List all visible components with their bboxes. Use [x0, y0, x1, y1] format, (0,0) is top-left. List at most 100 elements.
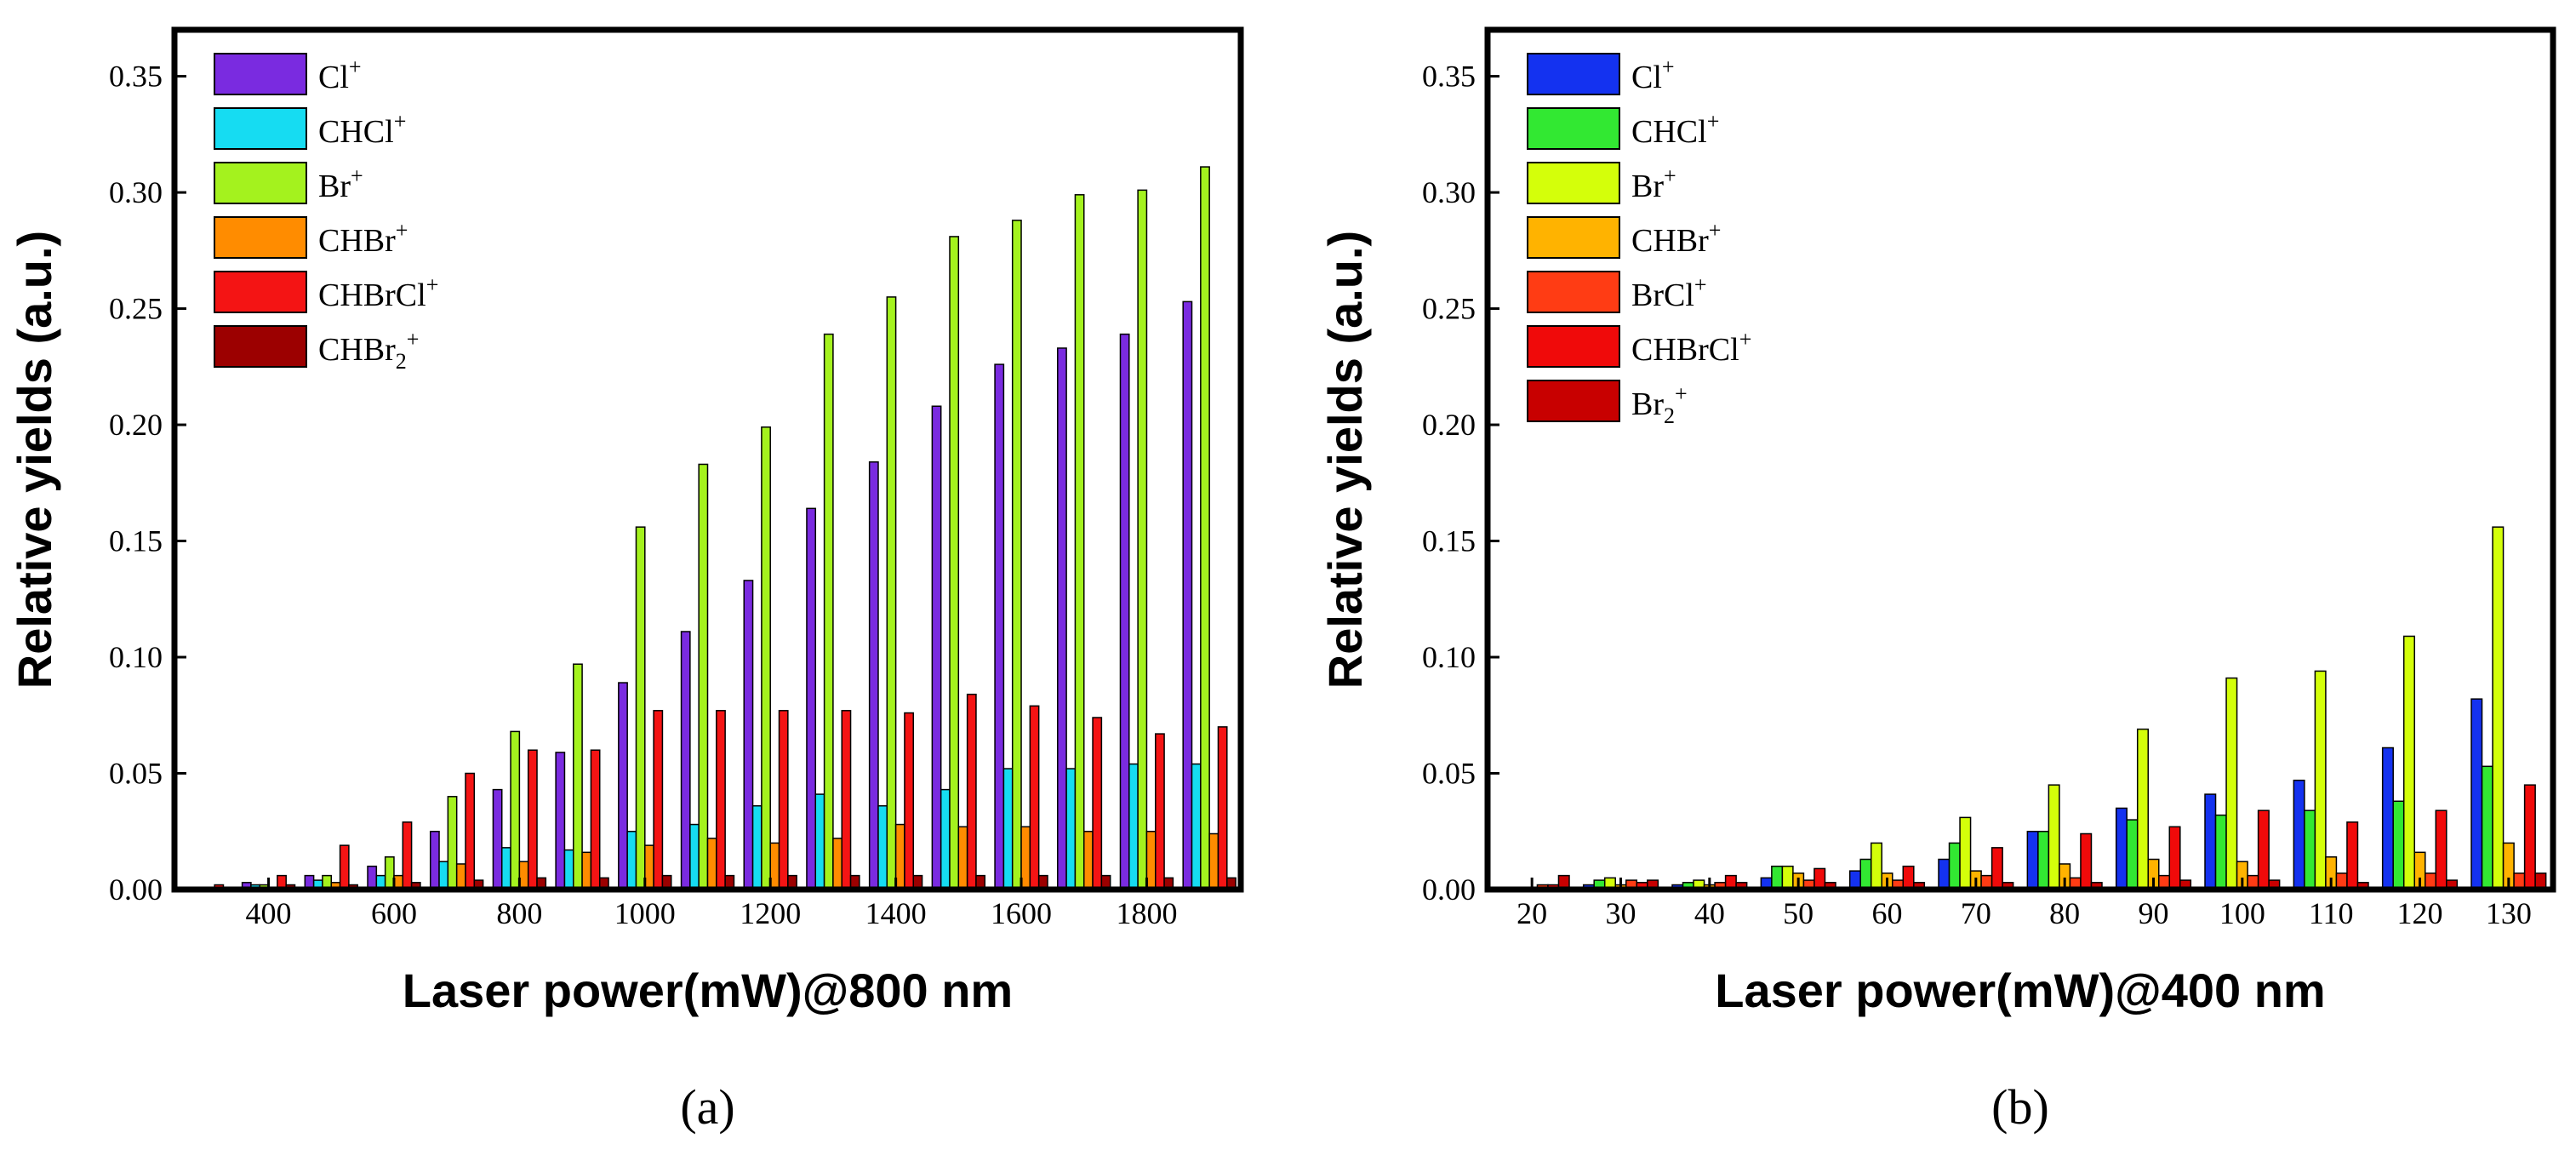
- bar-a-br-1100: [698, 463, 709, 890]
- xtick-label-b: 70: [1961, 896, 1991, 930]
- bar-a-chbr-700: [455, 863, 466, 890]
- xtick-label-a: 1800: [1116, 896, 1177, 930]
- ytick-label-a: 0.25: [109, 292, 163, 326]
- bar-b-chbrcl-60: [1902, 865, 1915, 890]
- bar-b-chcl-50: [1771, 865, 1784, 890]
- panel-label-b: (b): [1991, 1079, 2049, 1135]
- bar-a-chbrcl-1200: [778, 710, 789, 890]
- legend-label-b: BrCl+: [1631, 272, 1707, 313]
- legend-swatch-a: [214, 325, 307, 368]
- bar-a-chbrcl-800: [527, 749, 538, 890]
- ytick-label-b: 0.35: [1422, 60, 1476, 94]
- bar-a-chcl-1400: [877, 804, 888, 890]
- bar-a-chbr-1200: [769, 842, 780, 890]
- xtick-label-b: 80: [2049, 896, 2080, 930]
- bar-b-chcl-120: [2392, 800, 2405, 890]
- xtick-label-b: 110: [2309, 896, 2354, 930]
- bar-b-chbrcl-50: [1813, 867, 1826, 890]
- legend-swatch-a: [214, 53, 307, 95]
- bar-a-chbrcl-900: [590, 749, 601, 890]
- x-axis-label-b: Laser power(mW)@400 nm: [1715, 964, 2325, 1017]
- bar-b-chcl-110: [2304, 809, 2316, 890]
- bar-b-br-50: [1781, 865, 1794, 890]
- xtick-label-a: 400: [246, 896, 292, 930]
- bar-b-cl-120: [2381, 747, 2394, 890]
- legend-swatch-a: [214, 216, 307, 259]
- bar-a-chbr-900: [581, 851, 592, 890]
- legend-label-a: CHBr2+: [318, 327, 419, 374]
- ytick-label-b: 0.00: [1422, 872, 1476, 907]
- xtick-label-b: 120: [2397, 896, 2443, 930]
- xtick-label-a: 1400: [865, 896, 927, 930]
- legend-swatch-b: [1527, 216, 1620, 259]
- xtick-label-b: 100: [2219, 896, 2265, 930]
- bar-a-chcl-1900: [1191, 763, 1202, 890]
- bar-a-br-1800: [1137, 189, 1148, 890]
- bar-b-chcl-80: [2037, 831, 2050, 890]
- bar-a-chbr-1300: [832, 838, 842, 890]
- bar-a-chbrcl-1300: [841, 710, 852, 890]
- bar-a-br-1600: [1011, 220, 1022, 890]
- bar-a-br-1000: [635, 526, 646, 890]
- legend-a: Cl+ CHCl+ Br+ CHBr+ CHBrCl+ CHBr2+: [214, 53, 438, 374]
- bar-b-br-90: [2136, 728, 2149, 890]
- bar-b-cl-130: [2470, 698, 2483, 890]
- bar-a-chbr-1800: [1145, 831, 1157, 890]
- ytick-label-a: 0.15: [109, 524, 163, 558]
- ytick-label-b: 0.20: [1422, 408, 1476, 442]
- y-axis-label-a: Relative yields (a.u.): [8, 231, 61, 689]
- legend-label-b: CHBr+: [1631, 218, 1721, 259]
- bar-a-chbr-1100: [706, 838, 717, 890]
- xtick-label-a: 600: [371, 896, 417, 930]
- bar-a-chbr-1700: [1082, 831, 1094, 890]
- ytick-label-b: 0.25: [1422, 292, 1476, 326]
- legend-label-a: Cl+: [318, 54, 362, 95]
- ytick-label-a: 0.20: [109, 408, 163, 442]
- bar-b-br-80: [2048, 784, 2060, 890]
- bar-b-br-100: [2225, 677, 2238, 890]
- bar-a-chcl-1600: [1002, 768, 1014, 890]
- bar-a-chcl-1000: [626, 831, 637, 890]
- legend-label-b: Br2+: [1631, 381, 1688, 428]
- bar-a-chcl-1300: [814, 793, 825, 890]
- bar-a-cl-1300: [806, 507, 817, 890]
- legend-label-a: CHCl+: [318, 109, 406, 150]
- bar-a-cl-600: [367, 865, 378, 890]
- legend-swatch-b: [1527, 53, 1620, 95]
- bar-a-chbrcl-1600: [1029, 705, 1040, 890]
- bar-a-br-1700: [1074, 194, 1085, 890]
- bar-a-chbrcl-1100: [716, 710, 726, 890]
- bar-b-chbrcl-90: [2168, 826, 2181, 890]
- legend-swatch-b: [1527, 107, 1620, 150]
- bar-a-chbr-1400: [894, 823, 905, 890]
- bar-a-chcl-1500: [940, 788, 951, 890]
- legend-label-a: CHBrCl+: [318, 272, 438, 313]
- bar-a-br-1400: [886, 296, 897, 890]
- xtick-label-b: 40: [1694, 896, 1725, 930]
- bar-b-br-60: [1870, 842, 1882, 890]
- bar-b-cl-100: [2204, 793, 2217, 890]
- bar-a-br-1900: [1200, 166, 1210, 890]
- bar-a-chbrcl-1500: [966, 693, 977, 890]
- bar-b-cl-80: [2026, 831, 2039, 890]
- xtick-label-a: 1000: [614, 896, 676, 930]
- bar-a-chcl-1200: [751, 804, 763, 890]
- xtick-label-b: 50: [1783, 896, 1813, 930]
- bar-a-chbrcl-500: [339, 844, 350, 890]
- bar-a-chcl-800: [500, 847, 511, 890]
- bar-a-chbrcl-1400: [904, 712, 915, 890]
- bar-b-chbrcl-110: [2346, 821, 2359, 890]
- legend-swatch-b: [1527, 325, 1620, 368]
- bar-a-chcl-1700: [1065, 768, 1077, 890]
- bar-a-cl-900: [555, 752, 566, 890]
- ytick-label-a: 0.10: [109, 640, 163, 674]
- bar-b-br-130: [2492, 526, 2505, 890]
- bar-a-chbr-1900: [1208, 832, 1219, 890]
- legend-label-b: CHBrCl+: [1631, 327, 1751, 368]
- legend-label-b: CHCl+: [1631, 109, 1719, 150]
- ytick-label-b: 0.05: [1422, 757, 1476, 791]
- ytick-label-a: 0.35: [109, 60, 163, 94]
- x-axis-label-a: Laser power(mW)@800 nm: [403, 964, 1013, 1017]
- bar-b-chbrcl-120: [2435, 809, 2447, 890]
- bar-a-cl-1100: [680, 631, 691, 890]
